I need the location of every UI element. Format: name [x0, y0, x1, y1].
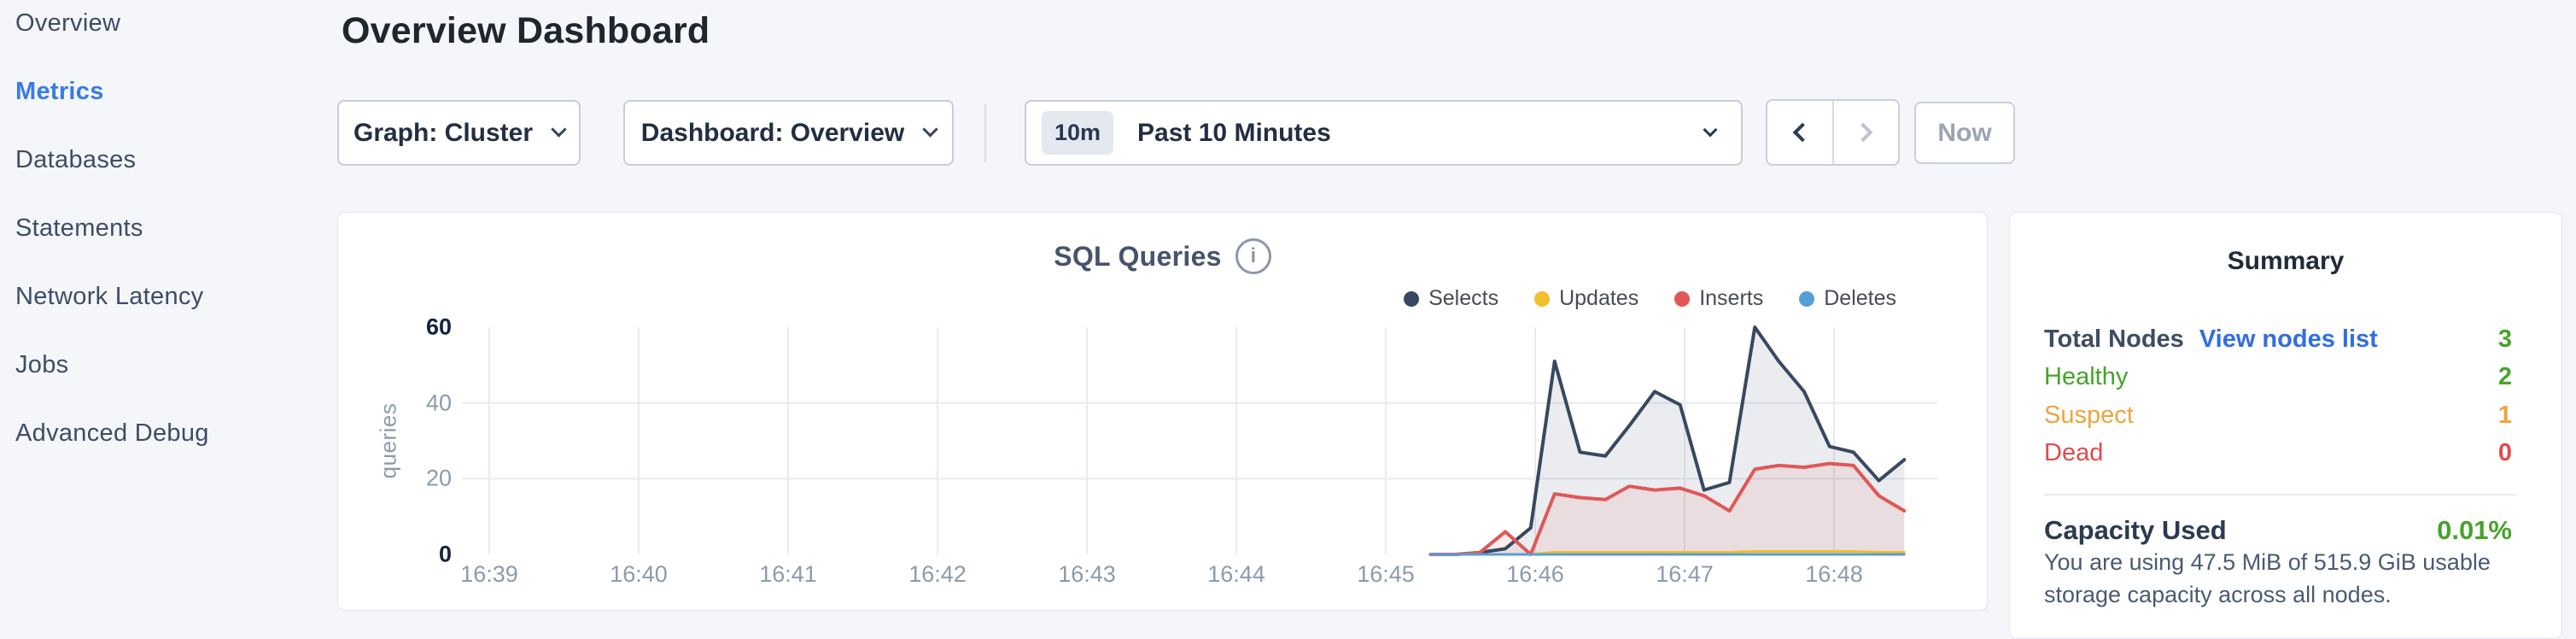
sql-queries-chart	[462, 325, 1937, 556]
sidebar-item-advanced-debug[interactable]: Advanced Debug	[15, 419, 209, 447]
summary-row-healthy: Healthy 2	[2044, 363, 2512, 391]
dead-nodes-value: 0	[2497, 439, 2512, 467]
summary-panel: Summary Total Nodes View nodes list 3 He…	[2009, 212, 2562, 639]
time-range-label: Past 10 Minutes	[1137, 118, 1331, 147]
time-step-buttons	[1766, 99, 1900, 166]
info-icon[interactable]: i	[1235, 238, 1271, 274]
y-tick-label: 20	[425, 465, 452, 491]
chart-title: SQL Queries	[1054, 240, 1222, 272]
x-tick-label: 16:40	[610, 561, 668, 587]
x-tick-label: 16:39	[460, 561, 518, 587]
graph-scope-dropdown[interactable]: Graph: Cluster	[337, 100, 581, 166]
legend-item-updates[interactable]: Updates	[1534, 286, 1638, 311]
y-tick-label: 60	[425, 314, 452, 340]
sidebar-item-overview[interactable]: Overview	[15, 9, 121, 37]
y-tick-label: 40	[425, 390, 452, 416]
chevron-down-icon	[922, 121, 938, 138]
x-tick-label: 16:46	[1506, 561, 1564, 587]
capacity-used-row: Capacity Used 0.01%	[2044, 515, 2512, 545]
x-tick-label: 16:41	[759, 561, 817, 587]
total-nodes-value: 3	[2497, 325, 2512, 353]
deletes-dot-icon	[1799, 290, 1815, 307]
controls-divider	[984, 104, 986, 162]
sidebar-item-databases[interactable]: Databases	[15, 145, 137, 173]
chart-legend: Selects Updates Inserts Deletes	[1404, 286, 1896, 311]
now-button[interactable]: Now	[1914, 102, 2015, 164]
capacity-description: You are using 47.5 MiB of 515.9 GiB usab…	[2044, 549, 2491, 607]
suspect-nodes-value: 1	[2497, 401, 2512, 429]
x-tick-label: 16:45	[1357, 561, 1415, 587]
time-step-back-button[interactable]	[1767, 101, 1832, 164]
chevron-down-icon	[551, 121, 567, 138]
dashboard-dropdown-label: Dashboard: Overview	[640, 118, 905, 147]
summary-row-total-nodes: Total Nodes View nodes list 3	[2044, 325, 2512, 353]
page-title: Overview Dashboard	[342, 10, 710, 51]
capacity-used-value: 0.01%	[2437, 515, 2512, 545]
inserts-dot-icon	[1674, 290, 1691, 307]
x-tick-label: 16:48	[1805, 561, 1863, 587]
chevron-down-icon	[1703, 122, 1718, 137]
y-tick-label: 0	[438, 541, 452, 567]
sidebar-item-network-latency[interactable]: Network Latency	[15, 282, 204, 310]
healthy-nodes-value: 2	[2497, 363, 2512, 391]
sql-queries-chart-card: SQL Queries i Selects Updates Inserts De…	[337, 212, 1988, 611]
updates-dot-icon	[1534, 290, 1551, 307]
view-nodes-list-link[interactable]: View nodes list	[2199, 325, 2378, 353]
x-tick-label: 16:43	[1058, 561, 1116, 587]
summary-row-dead: Dead 0	[2044, 439, 2512, 467]
chevron-right-icon	[1853, 122, 1873, 143]
selects-dot-icon	[1404, 290, 1420, 307]
summary-title: Summary	[2227, 247, 2345, 275]
legend-item-inserts[interactable]: Inserts	[1674, 286, 1763, 311]
sidebar-item-jobs[interactable]: Jobs	[15, 350, 69, 378]
time-step-forward-button[interactable]	[1831, 101, 1899, 164]
dashboard-dropdown[interactable]: Dashboard: Overview	[623, 100, 954, 166]
chevron-left-icon	[1792, 122, 1813, 143]
time-range-badge: 10m	[1042, 111, 1114, 155]
summary-divider	[2044, 494, 2515, 495]
graph-scope-dropdown-label: Graph: Cluster	[353, 118, 534, 147]
sidebar-item-metrics[interactable]: Metrics	[15, 77, 104, 105]
sidebar: Overview Metrics Databases Statements Ne…	[0, 0, 324, 467]
legend-item-deletes[interactable]: Deletes	[1799, 286, 1896, 311]
x-tick-label: 16:42	[908, 561, 967, 587]
time-range-dropdown[interactable]: 10m Past 10 Minutes	[1025, 100, 1743, 166]
sidebar-item-statements[interactable]: Statements	[15, 214, 143, 242]
legend-item-selects[interactable]: Selects	[1404, 286, 1498, 311]
chart-plot-area[interactable]	[338, 213, 1987, 610]
x-tick-label: 16:44	[1207, 561, 1265, 587]
summary-row-suspect: Suspect 1	[2044, 401, 2512, 429]
x-tick-label: 16:47	[1656, 561, 1714, 587]
